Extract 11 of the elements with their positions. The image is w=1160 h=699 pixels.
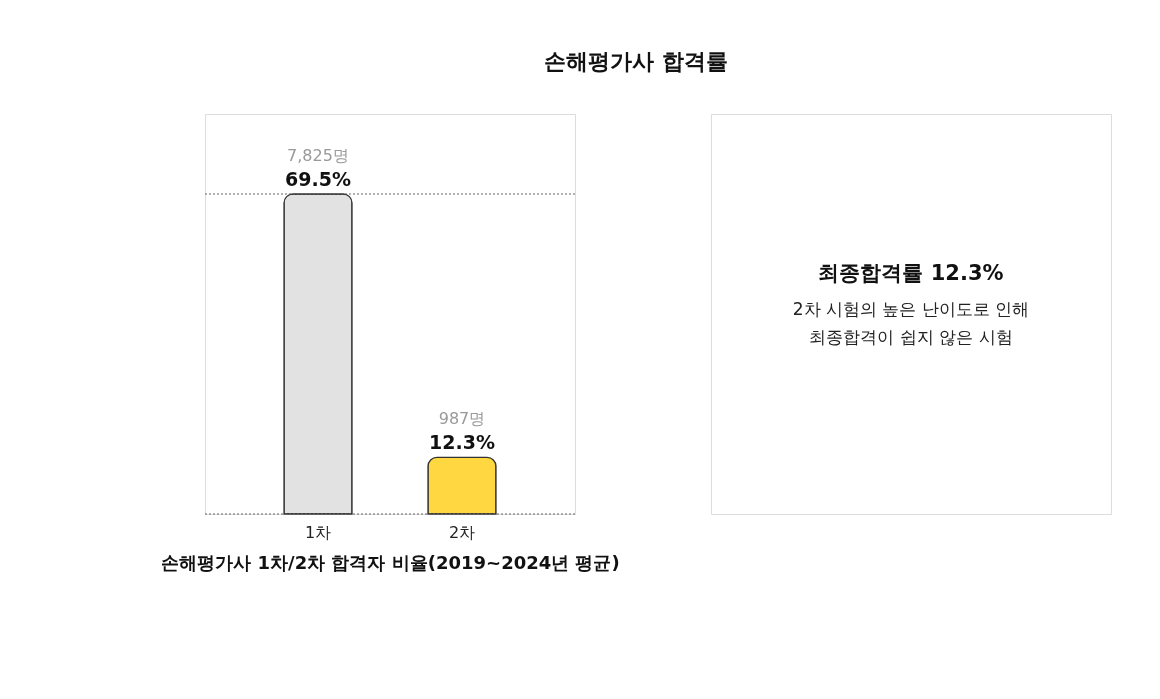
data-label: 12.3% bbox=[429, 431, 495, 454]
text: 손해평가사 합격률 bbox=[544, 48, 728, 74]
x-tick-label: 1차 bbox=[304, 522, 332, 542]
text: 2차 시험의 높은 난이도로 인해 bbox=[792, 299, 1030, 319]
x-axis-title: 손해평가사 1차/2차 합격자 비율(2019~2024년 평균) bbox=[161, 551, 620, 573]
text: 최종합격이 쉽지 않은 시험 bbox=[809, 327, 1013, 347]
x-tick-label: 2차 bbox=[448, 522, 476, 542]
text: 최종합격률 12.3% bbox=[818, 261, 1004, 285]
data-label: 69.5% bbox=[285, 168, 351, 190]
annotation: 7,825명 bbox=[287, 146, 349, 165]
annotation: 987명 bbox=[438, 409, 486, 429]
